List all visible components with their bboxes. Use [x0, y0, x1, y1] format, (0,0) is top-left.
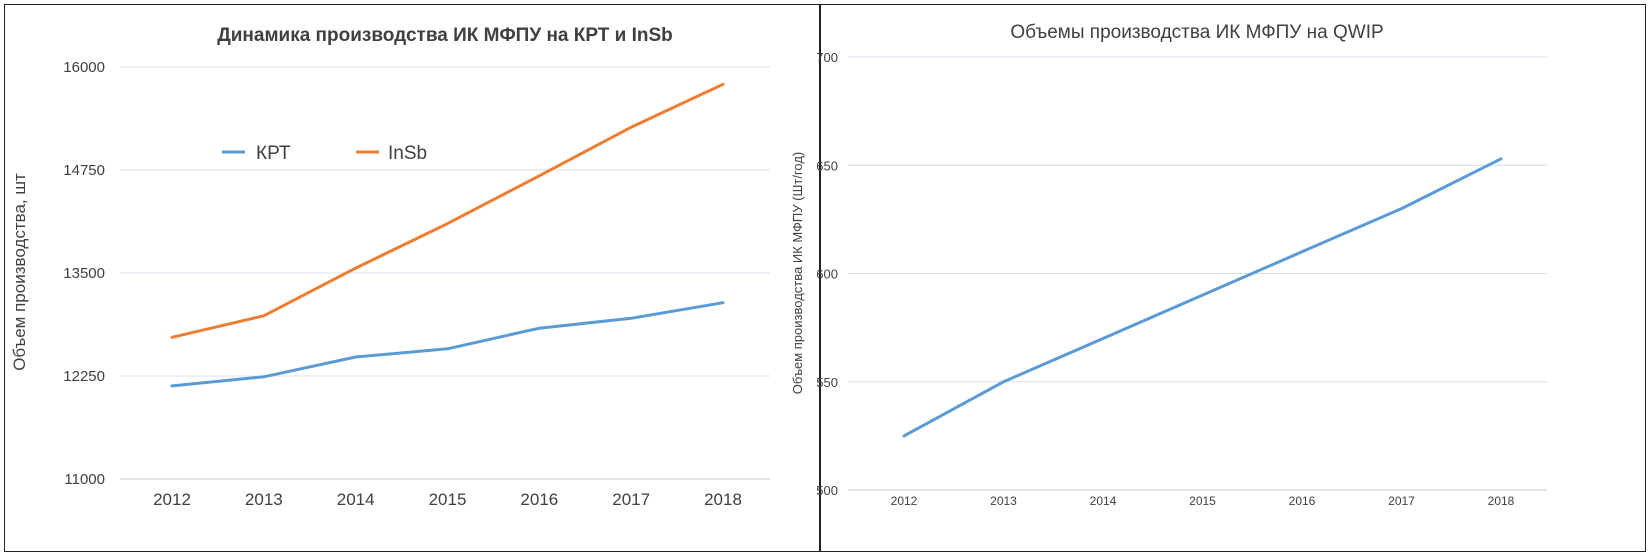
left-y-tick-label: 13500 [63, 265, 105, 282]
left-y-tick-label: 11000 [64, 471, 105, 488]
right-chart-x-ticks: 2012 2013 2014 2015 2016 2017 2018 [891, 494, 1515, 508]
right-chart-y-axis-label: Объем производства ИК МФПУ (Шт/год) [790, 152, 805, 395]
right-chart-grid [848, 56, 1547, 491]
right-x-tick-label: 2015 [1189, 494, 1216, 508]
right-chart-series [902, 157, 1503, 438]
right-y-tick-label: 700 [816, 50, 838, 65]
left-y-tick-label: 14750 [63, 162, 105, 179]
left-series-line-крт [170, 301, 725, 388]
legend-label-insb: InSb [388, 143, 427, 164]
left-series-line-insb [170, 82, 725, 339]
left-chart-y-ticks: 11000 12250 13500 14750 16000 [63, 59, 105, 488]
figure-frame [4, 4, 1646, 552]
right-y-tick-label: 650 [816, 158, 838, 173]
right-x-tick-label: 2013 [990, 494, 1017, 508]
right-x-tick-label: 2012 [891, 494, 918, 508]
right-y-tick-label: 600 [816, 267, 838, 282]
right-x-tick-label: 2018 [1488, 494, 1515, 508]
left-x-tick-label: 2013 [245, 490, 283, 509]
left-x-tick-label: 2016 [520, 490, 558, 509]
left-y-tick-label: 16000 [63, 59, 105, 76]
right-x-tick-label: 2014 [1090, 494, 1117, 508]
right-chart: Объемы производства ИК МФПУ на QWIP Объе… [790, 22, 1547, 508]
left-x-tick-label: 2012 [153, 490, 191, 509]
left-chart-legend: КРТ InSb [222, 143, 427, 164]
right-series-line [902, 157, 1503, 438]
left-chart-series [170, 82, 725, 388]
right-chart-title: Объемы производства ИК МФПУ на QWIP [1010, 22, 1383, 43]
left-x-tick-label: 2015 [429, 490, 467, 509]
left-chart-x-ticks: 2012 2013 2014 2015 2016 2017 2018 [153, 490, 742, 509]
left-chart-grid [120, 66, 770, 480]
legend-label-krt: КРТ [256, 143, 291, 164]
right-x-tick-label: 2016 [1289, 494, 1316, 508]
panel-divider [819, 4, 821, 552]
right-y-tick-label: 500 [816, 483, 838, 498]
left-x-tick-label: 2017 [612, 490, 650, 509]
left-chart-title: Динамика производства ИК МФПУ на КРТ и I… [217, 25, 673, 46]
left-x-tick-label: 2014 [337, 490, 375, 509]
left-chart: Динамика производства ИК МФПУ на КРТ и I… [10, 25, 770, 509]
right-chart-y-ticks: 500 550 600 650 700 [816, 50, 838, 498]
left-y-tick-label: 12250 [63, 368, 105, 385]
left-x-tick-label: 2018 [704, 490, 742, 509]
right-x-tick-label: 2017 [1388, 494, 1415, 508]
right-y-tick-label: 550 [816, 375, 838, 390]
left-chart-y-axis-label: Объем производства, шт [10, 173, 29, 371]
